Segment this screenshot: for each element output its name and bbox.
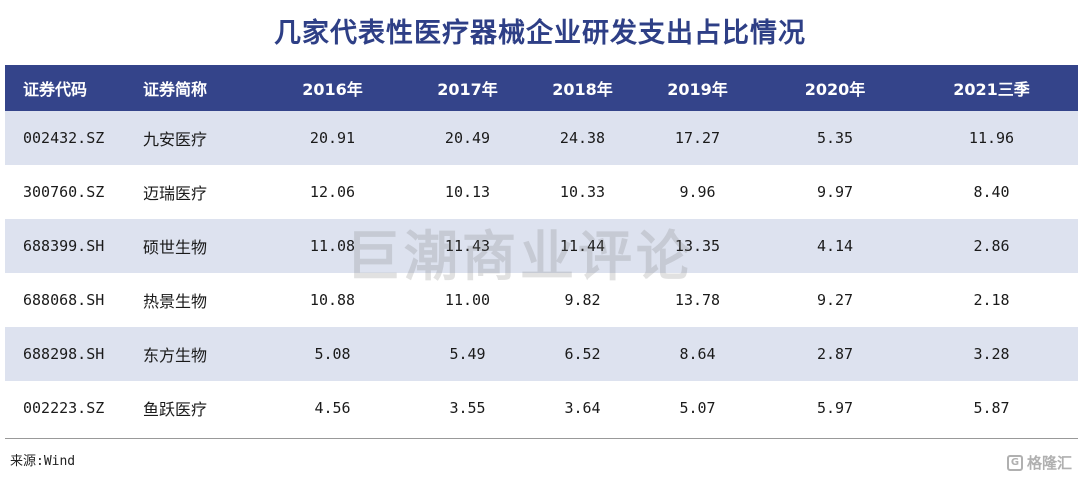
table-row: 002432.SZ 九安医疗 20.91 20.49 24.38 17.27 5.35 11.…: [5, 111, 1078, 165]
cell-name: 东方生物: [125, 327, 265, 381]
table-row: 688068.SH 热景生物 10.88 11.00 9.82 13.78 9.27 2.18: [5, 273, 1078, 327]
table-row: 002223.SZ 鱼跃医疗 4.56 3.55 3.64 5.07 5.97 5.87: [5, 381, 1078, 435]
corner-logo: G 格隆汇: [1006, 452, 1072, 473]
cell-2016: 11.08: [265, 219, 400, 273]
table-row: 688399.SH 硕世生物 11.08 11.43 11.44 13.35 4.14 2.8…: [5, 219, 1078, 273]
table-body: 002432.SZ 九安医疗 20.91 20.49 24.38 17.27 5.35 11.…: [5, 111, 1078, 435]
cell-2018: 6.52: [535, 327, 630, 381]
cell-2020: 5.35: [765, 111, 905, 165]
bottom-divider: [5, 438, 1078, 439]
cell-2017: 3.55: [400, 381, 535, 435]
col-header-2018: 2018年: [535, 65, 630, 111]
logo-text: 格隆汇: [1026, 454, 1072, 472]
cell-code: 688399.SH: [5, 219, 125, 273]
cell-2018: 9.82: [535, 273, 630, 327]
cell-2020: 2.87: [765, 327, 905, 381]
cell-2021q3: 2.86: [905, 219, 1078, 273]
col-header-2019: 2019年: [630, 65, 765, 111]
cell-2019: 13.78: [630, 273, 765, 327]
chart-title: 几家代表性医疗器械企业研发支出占比情况: [274, 18, 806, 49]
cell-code: 688298.SH: [5, 327, 125, 381]
cell-code: 002432.SZ: [5, 111, 125, 165]
table-row: 688298.SH 东方生物 5.08 5.49 6.52 8.64 2.87 3.28: [5, 327, 1078, 381]
cell-2020: 9.97: [765, 165, 905, 219]
cell-2016: 12.06: [265, 165, 400, 219]
logo-icon: G: [1006, 454, 1023, 471]
cell-2017: 11.00: [400, 273, 535, 327]
cell-name: 硕世生物: [125, 219, 265, 273]
cell-2018: 24.38: [535, 111, 630, 165]
cell-2017: 20.49: [400, 111, 535, 165]
cell-2016: 5.08: [265, 327, 400, 381]
col-header-2016: 2016年: [265, 65, 400, 111]
cell-2019: 9.96: [630, 165, 765, 219]
cell-2021q3: 8.40: [905, 165, 1078, 219]
cell-2018: 3.64: [535, 381, 630, 435]
cell-2021q3: 5.87: [905, 381, 1078, 435]
cell-2019: 5.07: [630, 381, 765, 435]
col-header-2020: 2020年: [765, 65, 905, 111]
cell-2016: 10.88: [265, 273, 400, 327]
cell-name: 九安医疗: [125, 111, 265, 165]
cell-2019: 13.35: [630, 219, 765, 273]
cell-name: 热景生物: [125, 273, 265, 327]
col-header-2021q3: 2021三季: [905, 65, 1078, 111]
cell-2020: 4.14: [765, 219, 905, 273]
cell-name: 迈瑞医疗: [125, 165, 265, 219]
cell-2021q3: 3.28: [905, 327, 1078, 381]
rd-ratio-table: 证券代码 证券简称 2016年 2017年 2018年 2019年 2020年 …: [5, 65, 1078, 435]
cell-2017: 11.43: [400, 219, 535, 273]
cell-name: 鱼跃医疗: [125, 381, 265, 435]
header-row: 证券代码 证券简称 2016年 2017年 2018年 2019年 2020年 …: [5, 65, 1078, 111]
cell-2017: 10.13: [400, 165, 535, 219]
source-note: 来源:Wind: [10, 454, 76, 469]
cell-2016: 4.56: [265, 381, 400, 435]
cell-2019: 17.27: [630, 111, 765, 165]
cell-2016: 20.91: [265, 111, 400, 165]
col-header-name: 证券简称: [125, 65, 265, 111]
cell-2020: 9.27: [765, 273, 905, 327]
col-header-2017: 2017年: [400, 65, 535, 111]
cell-2019: 8.64: [630, 327, 765, 381]
cell-2021q3: 11.96: [905, 111, 1078, 165]
table-row: 300760.SZ 迈瑞医疗 12.06 10.13 10.33 9.96 9.97 8.40: [5, 165, 1078, 219]
cell-2020: 5.97: [765, 381, 905, 435]
cell-2017: 5.49: [400, 327, 535, 381]
cell-code: 002223.SZ: [5, 381, 125, 435]
col-header-code: 证券代码: [5, 65, 125, 111]
cell-code: 300760.SZ: [5, 165, 125, 219]
cell-2018: 11.44: [535, 219, 630, 273]
cell-code: 688068.SH: [5, 273, 125, 327]
cell-2021q3: 2.18: [905, 273, 1078, 327]
cell-2018: 10.33: [535, 165, 630, 219]
